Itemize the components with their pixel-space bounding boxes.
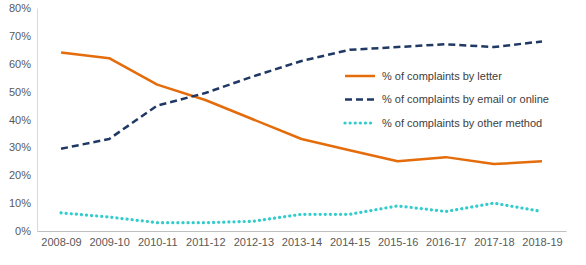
x-tick-label: 2013-14 (282, 236, 322, 248)
x-tick-label: 2009-10 (89, 236, 129, 248)
legend-swatch (345, 121, 375, 124)
y-tick-label: 80% (9, 2, 31, 14)
x-tick: 2017-18 (474, 231, 514, 248)
legend-label: % of complaints by email or online (382, 93, 549, 105)
y-axis: 0% 10% 20% 30% 40% 50% 60% 70% 80% (9, 2, 38, 237)
y-tick-label: 0% (15, 225, 31, 237)
x-tick-label: 2008-09 (41, 236, 81, 248)
x-tick: 2008-09 (41, 231, 81, 248)
y-tick-label: 60% (9, 58, 31, 70)
y-tick-label: 70% (9, 30, 31, 42)
y-tick: 20% (9, 169, 37, 181)
y-axis-line (37, 9, 38, 232)
legend-label: % of complaints by other method (382, 117, 542, 129)
lines (61, 41, 542, 222)
y-tick: 30% (9, 141, 37, 153)
legend: % of complaints by letter % of complaints… (345, 70, 549, 129)
y-tick: 70% (9, 30, 37, 42)
x-tick: 2010-11 (138, 231, 178, 248)
x-tick-label: 2015-16 (378, 236, 418, 248)
y-tick-label: 30% (9, 141, 31, 153)
y-tick-label: 20% (9, 169, 31, 181)
y-tick: 50% (9, 86, 37, 98)
y-tick: 10% (9, 197, 37, 209)
legend-swatch (345, 98, 375, 101)
x-tick: 2018-19 (522, 231, 562, 248)
x-tick: 2012-13 (234, 231, 274, 248)
x-tick: 2016-17 (426, 231, 466, 248)
y-tick-label: 50% (9, 86, 31, 98)
x-tick-label: 2014-15 (330, 236, 370, 248)
legend-item: % of complaints by email or online (345, 93, 549, 105)
legend-item: % of complaints by letter (345, 70, 502, 82)
x-tick-label: 2018-19 (522, 236, 562, 248)
y-tick-label: 40% (9, 114, 31, 126)
x-tick: 2011-12 (186, 231, 226, 248)
x-tick: 2013-14 (282, 231, 322, 248)
x-tick-label: 2010-11 (138, 236, 178, 248)
x-tick-label: 2012-13 (234, 236, 274, 248)
y-tick: 40% (9, 114, 37, 126)
series-line (61, 53, 542, 165)
y-tick: 0% (15, 225, 37, 237)
x-tick-label: 2016-17 (426, 236, 466, 248)
x-axis-line (38, 231, 567, 232)
y-tick: 60% (9, 58, 37, 70)
x-tick: 2014-15 (330, 231, 370, 248)
x-tick: 2009-10 (89, 231, 129, 248)
legend-item: % of complaints by other method (345, 117, 542, 129)
x-tick: 2015-16 (378, 231, 418, 248)
plot-area: 0% 10% 20% 30% 40% 50% 60% 70% 80% 2008-09 2009-10… (9, 2, 567, 248)
x-axis: 2008-09 2009-10 2010-11 2011-12 2012-13 2013-… (38, 231, 567, 248)
series-line (61, 203, 542, 223)
legend-swatch (345, 75, 375, 78)
x-tick-label: 2017-18 (474, 236, 514, 248)
chart: 0% 10% 20% 30% 40% 50% 60% 70% 80% 2008-09 2009-10… (0, 0, 586, 265)
x-tick-label: 2011-12 (186, 236, 226, 248)
y-tick-label: 10% (9, 197, 31, 209)
y-tick: 80% (9, 2, 37, 14)
legend-label: % of complaints by letter (382, 70, 502, 82)
